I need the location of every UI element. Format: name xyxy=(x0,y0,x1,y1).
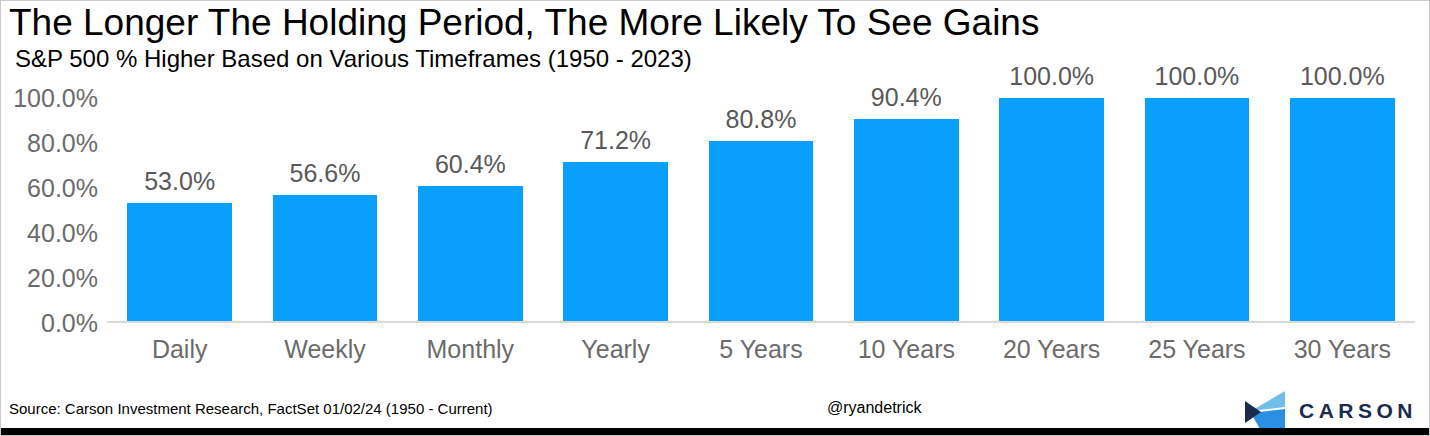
x-category-label: Daily xyxy=(107,335,252,364)
carson-logo-icon xyxy=(1241,391,1287,431)
bottom-black-strip xyxy=(1,428,1429,435)
x-category-label: 5 Years xyxy=(688,335,833,364)
x-category-label: Yearly xyxy=(543,335,688,364)
bar-value-label: 53.0% xyxy=(107,167,252,196)
bar-slot: 56.6% xyxy=(252,98,397,321)
x-category-label: Monthly xyxy=(398,335,543,364)
bar xyxy=(1145,98,1250,321)
bar-slot: 100.0% xyxy=(1124,98,1269,321)
y-axis: 0.0%20.0%40.0%60.0%80.0%100.0% xyxy=(1,98,98,323)
bar-slot: 100.0% xyxy=(1270,98,1415,321)
bar-slot: 53.0% xyxy=(107,98,252,321)
y-tick-label: 0.0% xyxy=(1,309,98,338)
brand-name: CARSON xyxy=(1299,399,1417,423)
x-category-label: 30 Years xyxy=(1270,335,1415,364)
x-category-label: 20 Years xyxy=(979,335,1124,364)
bar-value-label: 60.4% xyxy=(398,150,543,179)
bar-value-label: 90.4% xyxy=(834,83,979,112)
chart-image: The Longer The Holding Period, The More … xyxy=(0,0,1430,436)
x-category-label: 10 Years xyxy=(834,335,979,364)
x-axis: DailyWeeklyMonthlyYearly5 Years10 Years2… xyxy=(107,335,1415,364)
bar-slot: 60.4% xyxy=(398,98,543,321)
y-tick-label: 60.0% xyxy=(1,174,98,203)
bar xyxy=(563,162,668,321)
bar-slot: 71.2% xyxy=(543,98,688,321)
bar-slot: 90.4% xyxy=(834,98,979,321)
bar-value-label: 100.0% xyxy=(1124,62,1269,91)
bar-value-label: 71.2% xyxy=(543,126,688,155)
chart-subtitle: S&P 500 % Higher Based on Various Timefr… xyxy=(15,45,692,73)
bar xyxy=(273,195,378,321)
bar-value-label: 100.0% xyxy=(979,62,1124,91)
chart-title: The Longer The Holding Period, The More … xyxy=(9,2,1039,45)
source-note: Source: Carson Investment Research, Fact… xyxy=(9,400,493,417)
y-tick-label: 40.0% xyxy=(1,219,98,248)
brand-lockup: CARSON xyxy=(1241,391,1417,431)
x-category-label: 25 Years xyxy=(1124,335,1269,364)
bar xyxy=(999,98,1104,321)
y-tick-label: 20.0% xyxy=(1,264,98,293)
plot-area: 53.0%56.6%60.4%71.2%80.8%90.4%100.0%100.… xyxy=(107,98,1415,323)
bar-slot: 100.0% xyxy=(979,98,1124,321)
x-category-label: Weekly xyxy=(252,335,397,364)
bar xyxy=(854,119,959,321)
bar xyxy=(418,186,523,321)
bar xyxy=(127,203,232,321)
y-tick-label: 80.0% xyxy=(1,129,98,158)
bar-value-label: 80.8% xyxy=(688,105,833,134)
bar xyxy=(709,141,814,321)
twitter-handle: @ryandetrick xyxy=(827,399,922,417)
bar-slot: 80.8% xyxy=(688,98,833,321)
bar-value-label: 56.6% xyxy=(252,159,397,188)
bar-value-label: 100.0% xyxy=(1270,62,1415,91)
y-tick-label: 100.0% xyxy=(1,84,98,113)
bar xyxy=(1290,98,1395,321)
